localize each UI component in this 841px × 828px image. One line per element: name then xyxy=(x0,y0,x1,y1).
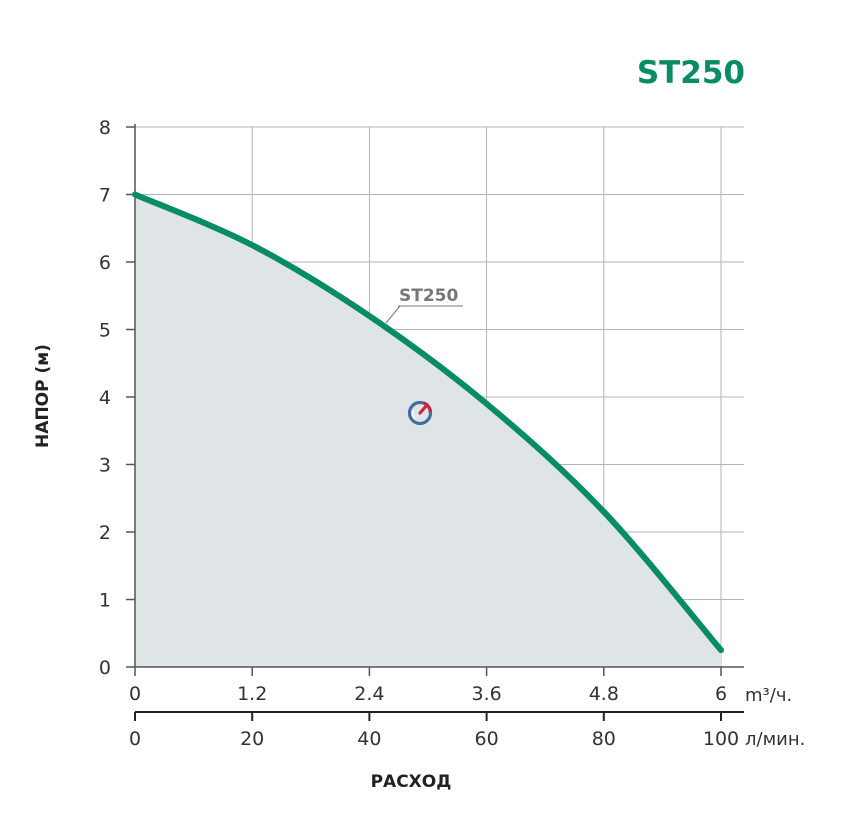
x-tick-label-m3h-1: 1.2 xyxy=(237,683,267,705)
x-tick-label-lmin-2: 40 xyxy=(357,728,381,750)
x-tick-label-m3h-0: 0 xyxy=(129,683,141,705)
y-tick-labels: 0 1 2 3 4 5 6 7 8 xyxy=(99,117,111,679)
y-tick-label-4: 4 xyxy=(99,387,111,409)
x-axis-label: РАСХОД xyxy=(371,772,452,792)
area-fill xyxy=(135,194,721,667)
y-tick-label-0: 0 xyxy=(99,657,111,679)
gauge-logo-icon xyxy=(407,400,433,426)
y-tick-label-3: 3 xyxy=(99,455,111,477)
y-tick-label-8: 8 xyxy=(99,117,111,139)
y-tick-label-7: 7 xyxy=(99,185,111,207)
x-tick-label-m3h-3: 3.6 xyxy=(471,683,501,705)
x-tick-labels-m3h: 0 1.2 2.4 3.6 4.8 6 xyxy=(129,683,727,705)
x-tick-label-lmin-0: 0 xyxy=(129,728,141,750)
curve-label-leader xyxy=(385,305,401,324)
x-tick-label-lmin-1: 20 xyxy=(240,728,264,750)
x-tick-label-lmin-3: 60 xyxy=(475,728,499,750)
x-unit-m3h: m³/ч. xyxy=(745,685,792,706)
x-tick-label-m3h-4: 4.8 xyxy=(589,683,619,705)
y-tick-label-5: 5 xyxy=(99,320,111,342)
y-tick-label-1: 1 xyxy=(99,590,111,612)
chart-title: ST250 xyxy=(637,55,745,91)
x-tick-label-m3h-5: 6 xyxy=(715,683,727,705)
x-unit-lmin: л/мин. xyxy=(745,729,805,750)
series-label-st250: ST250 xyxy=(399,286,458,306)
x-tick-label-lmin-5: 100 xyxy=(703,728,739,750)
axes xyxy=(126,124,744,721)
x-tick-label-lmin-4: 80 xyxy=(592,728,616,750)
y-tick-label-6: 6 xyxy=(99,252,111,274)
y-tick-label-2: 2 xyxy=(99,522,111,544)
x-tick-labels-lmin: 0 20 40 60 80 100 xyxy=(129,728,739,750)
x-tick-label-m3h-2: 2.4 xyxy=(354,683,384,705)
series-line-st250 xyxy=(132,191,724,654)
y-axis-label: НАПОР (м) xyxy=(33,344,53,448)
